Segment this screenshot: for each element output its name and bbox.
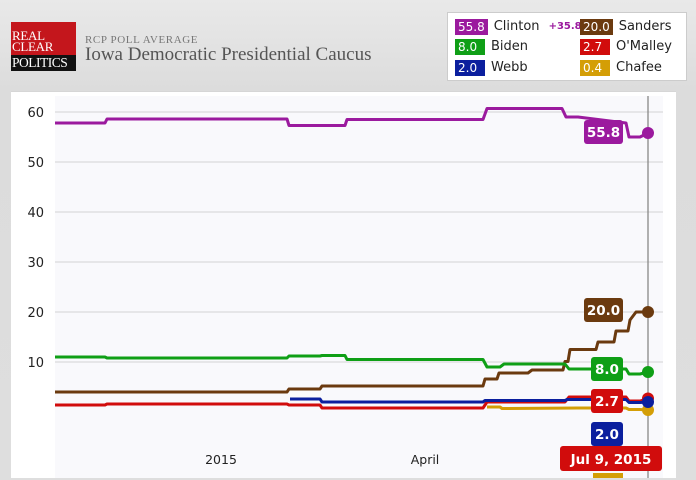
- legend-item-omalley[interactable]: 2.7 O'Malley: [580, 38, 672, 55]
- legend-swatch-biden: 8.0: [455, 38, 485, 55]
- date-label: Jul 9, 2015: [560, 446, 662, 471]
- legend-name-biden: Biden: [491, 39, 529, 54]
- gridlines: [55, 111, 663, 363]
- legend-swatch-omalley: 2.7: [580, 38, 610, 55]
- chafee-label-peek: [593, 473, 623, 478]
- legend-name-webb: Webb: [491, 60, 528, 75]
- legend-name-clinton: Clinton: [493, 19, 540, 34]
- svg-text:8.0: 8.0: [595, 362, 619, 378]
- endpoint-biden[interactable]: [642, 366, 654, 378]
- legend-swatch-sanders: 20.0: [580, 18, 613, 35]
- y-tick-40: 40: [27, 206, 44, 221]
- endpoint-sanders[interactable]: [642, 306, 654, 318]
- svg-text:2.7: 2.7: [595, 394, 619, 410]
- endpoint-clinton[interactable]: [642, 127, 654, 139]
- rcp-logo[interactable]: REAL CLEAR POLITICS: [11, 22, 76, 71]
- series-line-sanders[interactable]: [55, 310, 648, 394]
- series-line-webb[interactable]: [290, 397, 649, 404]
- value-label-webb: 2.0: [591, 422, 623, 446]
- value-label-clinton: 55.8: [584, 120, 623, 144]
- legend-item-webb[interactable]: 2.0 Webb: [455, 59, 528, 76]
- plot-area: [55, 96, 663, 478]
- y-tick-20: 20: [27, 306, 44, 321]
- logo-text-clear: CLEAR: [12, 39, 54, 54]
- legend-swatch-webb: 2.0: [455, 59, 485, 76]
- svg-text:2.0: 2.0: [595, 427, 619, 443]
- logo-text-politics: POLITICS: [12, 55, 68, 70]
- y-tick-30: 30: [27, 256, 44, 271]
- logo-red-block: [11, 22, 76, 55]
- cursor-date: Jul 9, 2015: [570, 452, 652, 468]
- endpoint-webb[interactable]: [642, 396, 654, 408]
- legend-item-sanders[interactable]: 20.0 Sanders: [580, 18, 672, 35]
- legend-name-chafee: Chafee: [616, 60, 662, 75]
- logo-text-real: REAL: [12, 28, 45, 43]
- legend-item-clinton[interactable]: 55.8 Clinton +35.8: [455, 18, 582, 35]
- svg-text:55.8: 55.8: [587, 125, 620, 141]
- chart-header: REAL CLEAR POLITICS RCP POLL AVERAGE Iow…: [0, 0, 696, 88]
- logo-black-block: [11, 55, 76, 71]
- chart-subtitle: RCP POLL AVERAGE: [85, 34, 199, 46]
- legend-item-biden[interactable]: 8.0 Biden: [455, 38, 528, 55]
- legend-name-sanders: Sanders: [618, 19, 672, 34]
- legend-item-chafee[interactable]: 0.4 Chafee: [580, 59, 662, 76]
- svg-text:20.0: 20.0: [587, 303, 620, 319]
- y-axis: 10 20 30 40 50 60: [27, 106, 44, 371]
- legend-name-omalley: O'Malley: [616, 39, 672, 54]
- line-chart[interactable]: 10 20 30 40 50 60 2015 April 55.8 20.0 8.0 2.7 2.0…: [11, 92, 676, 478]
- value-label-sanders: 20.0: [584, 298, 623, 322]
- x-tick-2015: 2015: [205, 452, 237, 467]
- chart-panel: 10 20 30 40 50 60 2015 April 55.8 20.0 8.0 2.7 2.0…: [11, 91, 676, 478]
- legend-swatch-clinton: 55.8: [455, 18, 488, 35]
- legend-swatch-chafee: 0.4: [580, 59, 610, 76]
- legend: 55.8 Clinton +35.8 20.0 Sanders 8.0 Bide…: [447, 12, 687, 81]
- y-tick-50: 50: [27, 156, 44, 171]
- series-line-clinton[interactable]: [55, 107, 649, 139]
- value-label-omalley: 2.7: [591, 389, 623, 413]
- chart-title: Iowa Democratic Presidential Caucus: [85, 44, 372, 65]
- y-tick-10: 10: [27, 356, 44, 371]
- x-axis: 2015 April: [205, 452, 439, 467]
- value-label-biden: 8.0: [591, 357, 623, 381]
- y-tick-60: 60: [27, 106, 44, 121]
- value-labels: 55.8 20.0 8.0 2.7 2.0: [584, 120, 623, 446]
- legend-lead-clinton: +35.8: [548, 21, 582, 32]
- x-tick-april: April: [411, 452, 440, 467]
